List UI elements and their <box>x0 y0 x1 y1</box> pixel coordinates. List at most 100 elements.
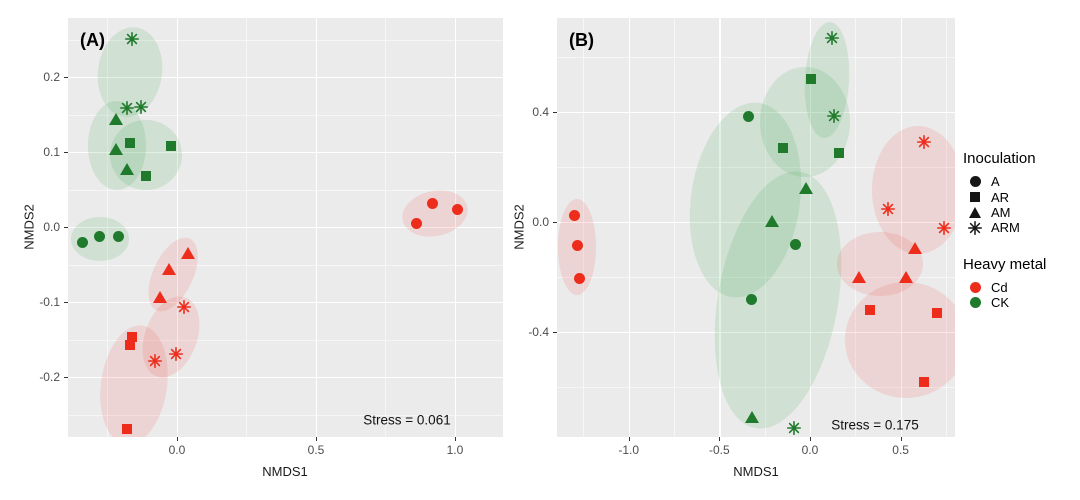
y-axis-tick-label: 0.4 <box>532 104 549 119</box>
point-ck-a <box>76 237 88 249</box>
panel-b-label: (B) <box>569 30 594 50</box>
point-ck-arm <box>133 100 148 115</box>
y-axis-tick-mark <box>64 152 68 154</box>
point-ck-am <box>799 182 814 195</box>
cluster-ellipse-ck <box>759 66 850 177</box>
triangle-marker-icon <box>966 206 984 218</box>
x-axis-tick-label: 0.0 <box>168 443 186 457</box>
cd-color-swatch-icon <box>966 281 984 293</box>
panel-b-stress-text: Stress = 0.175 <box>831 417 919 433</box>
point-cd-ar <box>121 423 132 434</box>
gridline-y-minor <box>68 264 503 266</box>
x-axis-tick-mark <box>719 437 721 441</box>
point-cd-am <box>181 246 196 259</box>
legend: Inoculation A AR AM <box>963 150 1078 330</box>
panel-b: (B) Stress = 0.175 <box>557 18 955 437</box>
point-cd-a <box>410 217 422 229</box>
panel-a: (A) Stress = 0.061 <box>68 18 503 437</box>
point-cd-ar <box>124 339 135 350</box>
x-axis-tick-mark <box>454 437 456 441</box>
gridline-y-major <box>68 377 503 379</box>
gridline-y-major <box>557 332 955 334</box>
x-axis-tick-mark <box>628 437 630 441</box>
x-axis-tick-mark <box>809 437 811 441</box>
legend-item-a: A <box>963 174 1078 189</box>
point-cd-a <box>574 273 586 285</box>
point-cd-ar <box>127 331 138 342</box>
y-axis-tick-label: -0.4 <box>528 325 549 339</box>
gridline-y-minor <box>557 277 955 278</box>
gridline-y-minor <box>68 339 503 341</box>
point-ck-a <box>742 110 754 122</box>
y-axis-tick-label: -0.2 <box>39 370 60 384</box>
gridline-x-minor <box>674 18 676 437</box>
legend-item-ck: CK <box>963 295 1078 310</box>
gridline-x-minor <box>583 18 585 437</box>
y-axis-tick-label: -0.1 <box>39 295 60 309</box>
x-axis-tick-label: 0.5 <box>307 443 325 457</box>
point-ck-am <box>108 113 123 126</box>
point-ck-ar <box>805 73 816 84</box>
gridline-y-major <box>68 77 503 79</box>
point-cd-ar <box>864 305 875 315</box>
point-cd-ar <box>931 307 942 318</box>
legend-heavy-metal-title: Heavy metal <box>963 255 1047 273</box>
point-ck-arm <box>125 31 140 46</box>
gridline-y-major <box>557 111 955 114</box>
point-cd-arm <box>147 354 162 369</box>
gridline-y-minor <box>557 166 955 168</box>
x-axis-tick-label: 0.0 <box>801 443 819 457</box>
square-marker-icon <box>966 192 984 203</box>
point-ck-arm <box>824 30 839 45</box>
legend-item-am: AM <box>963 205 1078 220</box>
y-axis-tick-label: 0.0 <box>532 214 549 229</box>
ck-color-swatch-icon <box>966 297 984 309</box>
point-cd-am <box>161 262 176 275</box>
asterisk-marker-icon <box>966 220 984 235</box>
point-cd-a <box>427 197 439 209</box>
panel-b-x-axis-title: NMDS1 <box>733 464 779 479</box>
circle-marker-icon <box>966 176 984 188</box>
legend-inoculation-section: Inoculation A AR AM <box>963 150 1078 236</box>
point-ck-arm <box>826 109 841 124</box>
legend-inoculation-title: Inoculation <box>963 150 1036 167</box>
point-ck-a <box>113 231 125 243</box>
point-ck-ar <box>141 171 152 181</box>
y-axis-tick-mark <box>64 302 68 303</box>
gridline-y-minor <box>68 414 503 416</box>
point-ck-ar <box>166 141 177 152</box>
point-cd-am <box>851 270 866 283</box>
point-cd-a <box>572 240 584 252</box>
y-axis-tick-mark <box>553 111 557 113</box>
legend-heavy-metal-section: Heavy metal Cd CK <box>963 256 1078 311</box>
point-cd-arm <box>168 346 183 361</box>
point-ck-arm <box>119 100 134 115</box>
point-cd-arm <box>937 221 952 236</box>
x-axis-tick-mark <box>315 437 317 441</box>
gridline-y-major <box>68 152 503 154</box>
point-cd-a <box>452 203 464 215</box>
y-axis-tick-label: 0.1 <box>43 145 60 160</box>
point-cd-arm <box>917 135 932 150</box>
point-ck-a <box>93 231 105 243</box>
point-ck-am <box>108 143 123 156</box>
point-cd-am <box>153 291 168 303</box>
gridline-x-major <box>809 18 812 437</box>
point-ck-am <box>119 162 134 175</box>
gridline-y-minor <box>68 114 503 116</box>
x-axis-tick-label: 1.0 <box>446 443 464 457</box>
gridline-y-major <box>68 227 503 229</box>
point-ck-ar <box>777 142 788 153</box>
point-cd-a <box>568 209 580 221</box>
point-cd-ar <box>919 376 930 387</box>
cluster-ellipse-cd <box>871 126 955 255</box>
gridline-y-minor <box>557 56 955 58</box>
point-cd-arm <box>176 300 191 315</box>
gridline-y-minor <box>68 189 503 191</box>
cluster-ellipse-cd <box>845 281 955 398</box>
point-ck-arm <box>786 421 801 436</box>
gridline-y-major <box>68 302 503 304</box>
y-axis-tick-mark <box>64 77 68 79</box>
legend-item-ar: AR <box>963 189 1078 205</box>
